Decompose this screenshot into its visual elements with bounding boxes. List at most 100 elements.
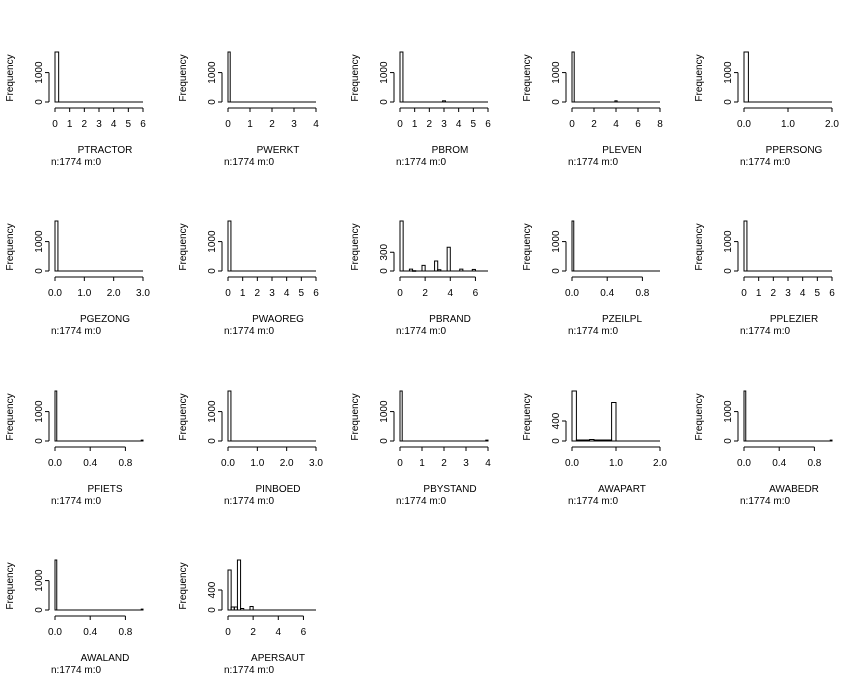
sample-count-note: n:1774 m:0 xyxy=(51,157,101,168)
histogram-bar xyxy=(399,51,404,103)
x-tick-label: 4 xyxy=(276,627,282,638)
x-tick-label: 6 xyxy=(313,288,319,299)
y-axis-title: Frequency xyxy=(178,54,189,101)
y-tick-label: 1000 xyxy=(207,230,218,253)
y-tick-label: 1000 xyxy=(551,230,562,253)
x-tick-label: 2.0 xyxy=(825,119,839,130)
x-axis-title: PPLEZIER xyxy=(770,314,818,325)
x-axis: 0 1 2 3 4 xyxy=(225,107,319,130)
histogram-bar xyxy=(421,264,426,272)
x-tick-label: 1 xyxy=(240,288,246,299)
x-tick-label: 0 xyxy=(397,119,403,130)
x-tick-label: 2 xyxy=(591,119,597,130)
sample-count-note: n:1774 m:0 xyxy=(568,326,618,337)
y-axis: 0 1000 xyxy=(723,230,739,274)
x-tick-label: 0.0 xyxy=(737,119,751,130)
x-axis-title: PWAOREG xyxy=(252,314,304,325)
x-axis-title: PGEZONG xyxy=(80,314,130,325)
y-tick-label: 300 xyxy=(379,243,390,260)
histogram-bar xyxy=(571,390,577,442)
y-tick-label: 1000 xyxy=(379,400,390,423)
y-axis-title: Frequency xyxy=(5,223,16,270)
histogram-bar xyxy=(743,220,748,272)
x-tick-label: 1.0 xyxy=(77,288,91,299)
x-axis-title: PLEVEN xyxy=(602,145,641,156)
y-axis-title: Frequency xyxy=(522,54,533,101)
y-axis: 0 1000 xyxy=(551,61,567,105)
x-tick-label: 3 xyxy=(785,288,791,299)
x-tick-label: 2 xyxy=(422,288,428,299)
x-axis: 0.0 1.0 2.0 3.0 xyxy=(48,276,150,299)
y-tick-label: 0 xyxy=(207,268,218,274)
y-tick-label: 0 xyxy=(34,607,45,613)
x-tick-label: 4 xyxy=(613,119,619,130)
x-tick-label: 2 xyxy=(255,288,261,299)
x-tick-label: 6 xyxy=(829,288,835,299)
y-tick-label: 400 xyxy=(207,581,218,598)
x-axis-title: PBYSTAND xyxy=(423,484,476,495)
x-tick-label: 1.0 xyxy=(250,458,264,469)
y-tick-label: 0 xyxy=(551,268,562,274)
x-tick-label: 6 xyxy=(301,627,307,638)
x-axis-title: PPERSONG xyxy=(766,145,823,156)
sample-count-note: n:1774 m:0 xyxy=(740,157,790,168)
x-tick-label: 0.8 xyxy=(118,458,132,469)
y-tick-label: 0 xyxy=(551,99,562,105)
x-tick-label: 0.4 xyxy=(83,627,97,638)
x-tick-label: 2 xyxy=(250,627,256,638)
x-tick-label: 0.4 xyxy=(772,458,786,469)
y-tick-label: 0 xyxy=(207,99,218,105)
y-tick-label: 1000 xyxy=(207,61,218,84)
y-axis-title: Frequency xyxy=(5,562,16,609)
x-tick-label: 0 xyxy=(225,627,231,638)
x-tick-label: 1.0 xyxy=(609,458,623,469)
x-tick-label: 0 xyxy=(741,288,747,299)
y-tick-label: 0 xyxy=(723,99,734,105)
histogram-bar xyxy=(571,51,575,103)
histogram-bar xyxy=(227,569,232,611)
x-tick-label: 4 xyxy=(456,119,462,130)
histogram-bar xyxy=(54,559,58,611)
x-tick-label: 0 xyxy=(52,119,58,130)
x-tick-label: 0.8 xyxy=(118,627,132,638)
y-tick-label: 0 xyxy=(723,438,734,444)
x-tick-label: 0 xyxy=(225,288,231,299)
x-axis-title: PINBOED xyxy=(255,484,300,495)
sample-count-note: n:1774 m:0 xyxy=(568,157,618,168)
x-tick-label: 2.0 xyxy=(653,458,667,469)
y-axis: 0 1000 xyxy=(379,61,395,105)
histogram-bar xyxy=(743,390,747,442)
y-axis: 0 1000 xyxy=(207,230,223,274)
x-axis: 0 2 4 6 xyxy=(225,615,307,638)
x-tick-label: 6 xyxy=(485,119,491,130)
x-tick-label: 5 xyxy=(126,119,132,130)
x-tick-label: 3 xyxy=(463,458,469,469)
x-tick-label: 2 xyxy=(269,119,275,130)
y-tick-label: 1000 xyxy=(34,569,45,592)
histogram-bar xyxy=(236,559,242,611)
y-axis-title: Frequency xyxy=(178,223,189,270)
histogram-bar xyxy=(743,51,749,103)
sample-count-note: n:1774 m:0 xyxy=(224,326,274,337)
x-tick-label: 0.0 xyxy=(221,458,235,469)
x-tick-label: 0.0 xyxy=(48,288,62,299)
y-tick-label: 0 xyxy=(34,438,45,444)
x-axis-title: PBROM xyxy=(432,145,469,156)
x-axis-title: AWALAND xyxy=(81,653,130,664)
y-axis: 0 1000 xyxy=(723,61,739,105)
x-tick-label: 0.8 xyxy=(807,458,821,469)
x-tick-label: 3.0 xyxy=(136,288,150,299)
y-tick-label: 1000 xyxy=(723,230,734,253)
x-axis-title: PTRACTOR xyxy=(78,145,133,156)
x-tick-label: 3 xyxy=(441,119,447,130)
x-axis: 0 1 2 3 4 xyxy=(397,446,491,469)
sample-count-note: n:1774 m:0 xyxy=(740,496,790,507)
x-tick-label: 6 xyxy=(635,119,641,130)
y-axis: 0 300 xyxy=(379,243,395,274)
x-tick-label: 2 xyxy=(82,119,88,130)
